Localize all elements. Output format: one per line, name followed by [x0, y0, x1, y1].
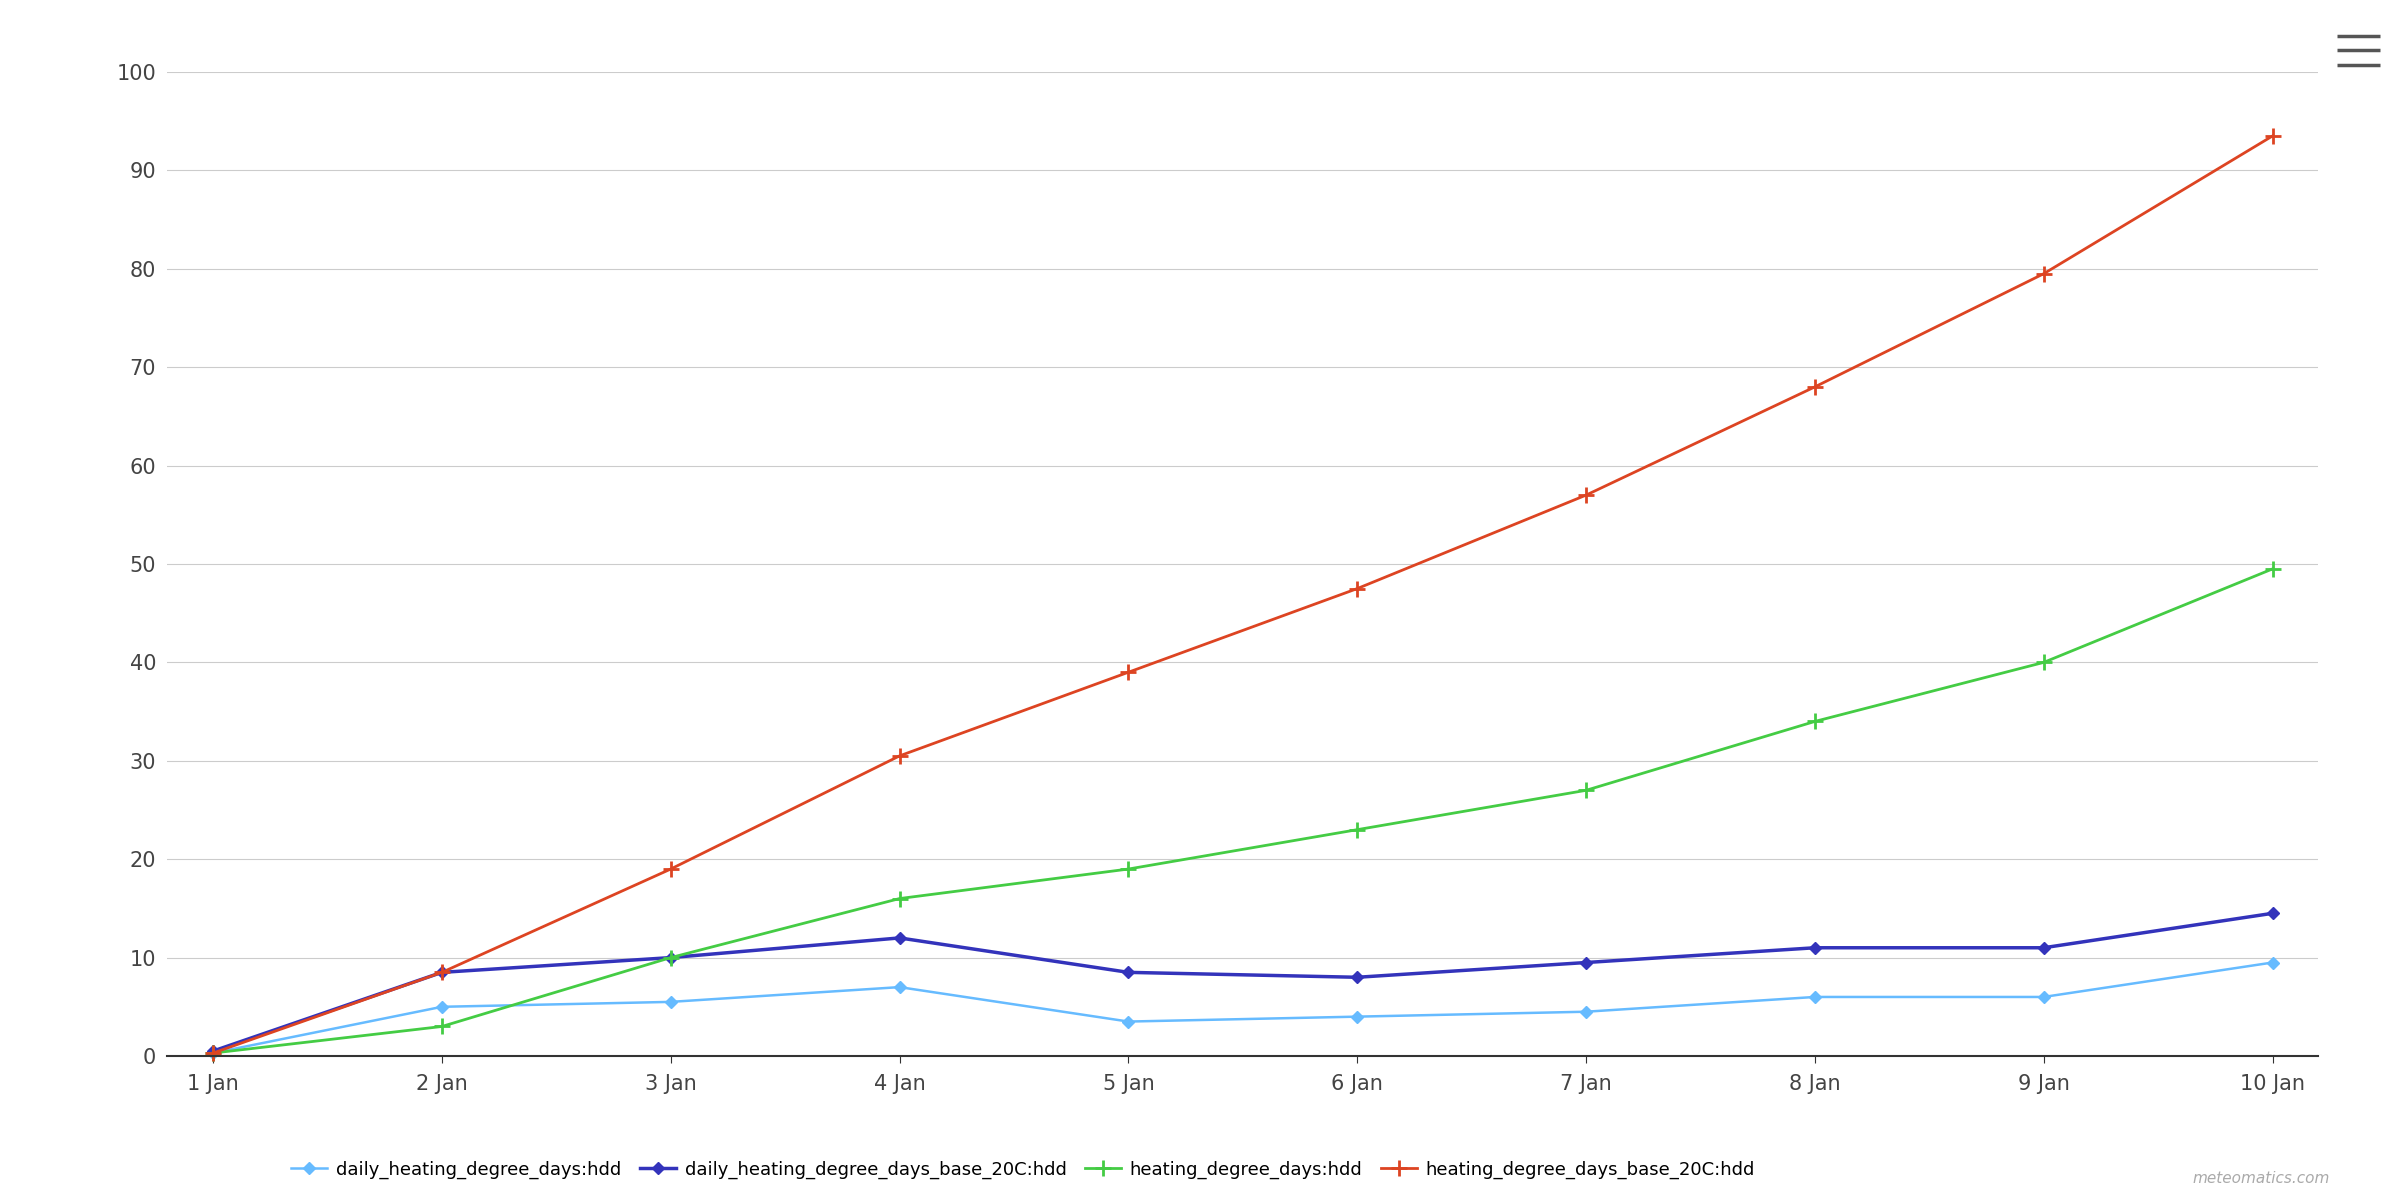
- daily_heating_degree_days_base_20C:hdd: [1573, 955, 1601, 970]
- heating_degree_days:hdd: [1573, 784, 1601, 798]
- daily_heating_degree_days:hdd: [428, 1000, 456, 1014]
- daily_heating_degree_days:hdd: [2029, 990, 2058, 1004]
- daily_heating_degree_days:hdd: [1800, 990, 1828, 1004]
- Line: heating_degree_days:hdd: heating_degree_days:hdd: [206, 560, 2280, 1061]
- heating_degree_days:hdd: [1800, 714, 1828, 728]
- daily_heating_degree_days:hdd: [657, 995, 686, 1009]
- daily_heating_degree_days:hdd: [1114, 1014, 1142, 1028]
- heating_degree_days_base_20C:hdd: [1343, 581, 1372, 595]
- Text: meteomatics.com: meteomatics.com: [2194, 1171, 2330, 1186]
- heating_degree_days:hdd: [2259, 562, 2287, 576]
- daily_heating_degree_days_base_20C:hdd: [884, 931, 913, 946]
- heating_degree_days_base_20C:hdd: [657, 862, 686, 876]
- daily_heating_degree_days_base_20C:hdd: [428, 965, 456, 979]
- heating_degree_days:hdd: [657, 950, 686, 965]
- heating_degree_days_base_20C:hdd: [1800, 379, 1828, 394]
- heating_degree_days_base_20C:hdd: [2029, 266, 2058, 281]
- Line: daily_heating_degree_days:hdd: daily_heating_degree_days:hdd: [208, 959, 2278, 1057]
- heating_degree_days:hdd: [428, 1019, 456, 1033]
- daily_heating_degree_days:hdd: [884, 980, 913, 995]
- daily_heating_degree_days_base_20C:hdd: [1800, 941, 1828, 955]
- daily_heating_degree_days_base_20C:hdd: [1114, 965, 1142, 979]
- daily_heating_degree_days:hdd: [198, 1046, 227, 1061]
- heating_degree_days_base_20C:hdd: [884, 749, 913, 763]
- daily_heating_degree_days_base_20C:hdd: [657, 950, 686, 965]
- daily_heating_degree_days_base_20C:hdd: [2259, 906, 2287, 920]
- Line: heating_degree_days_base_20C:hdd: heating_degree_days_base_20C:hdd: [206, 127, 2280, 1061]
- heating_degree_days:hdd: [884, 892, 913, 906]
- heating_degree_days:hdd: [2029, 655, 2058, 670]
- heating_degree_days:hdd: [1343, 822, 1372, 836]
- heating_degree_days_base_20C:hdd: [1114, 665, 1142, 679]
- heating_degree_days_base_20C:hdd: [428, 965, 456, 979]
- heating_degree_days:hdd: [198, 1046, 227, 1061]
- heating_degree_days:hdd: [1114, 862, 1142, 876]
- daily_heating_degree_days_base_20C:hdd: [1343, 970, 1372, 984]
- heating_degree_days_base_20C:hdd: [198, 1046, 227, 1061]
- daily_heating_degree_days:hdd: [1343, 1009, 1372, 1024]
- daily_heating_degree_days:hdd: [2259, 955, 2287, 970]
- Line: daily_heating_degree_days_base_20C:hdd: daily_heating_degree_days_base_20C:hdd: [208, 910, 2278, 1055]
- daily_heating_degree_days:hdd: [1573, 1004, 1601, 1019]
- daily_heating_degree_days_base_20C:hdd: [2029, 941, 2058, 955]
- heating_degree_days_base_20C:hdd: [2259, 128, 2287, 143]
- heating_degree_days_base_20C:hdd: [1573, 488, 1601, 503]
- daily_heating_degree_days_base_20C:hdd: [198, 1044, 227, 1058]
- Legend: daily_heating_degree_days:hdd, daily_heating_degree_days_base_20C:hdd, heating_d: daily_heating_degree_days:hdd, daily_hea…: [284, 1153, 1761, 1187]
